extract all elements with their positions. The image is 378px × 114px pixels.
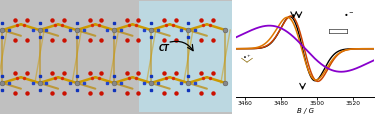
X-axis label: B / G: B / G: [297, 107, 314, 113]
Text: $\bullet^-$: $\bullet^-$: [343, 10, 355, 19]
Text: $\bullet^+$: $\bullet^+$: [242, 53, 252, 60]
Text: CT: CT: [158, 43, 169, 52]
Bar: [139, 2, 232, 112]
